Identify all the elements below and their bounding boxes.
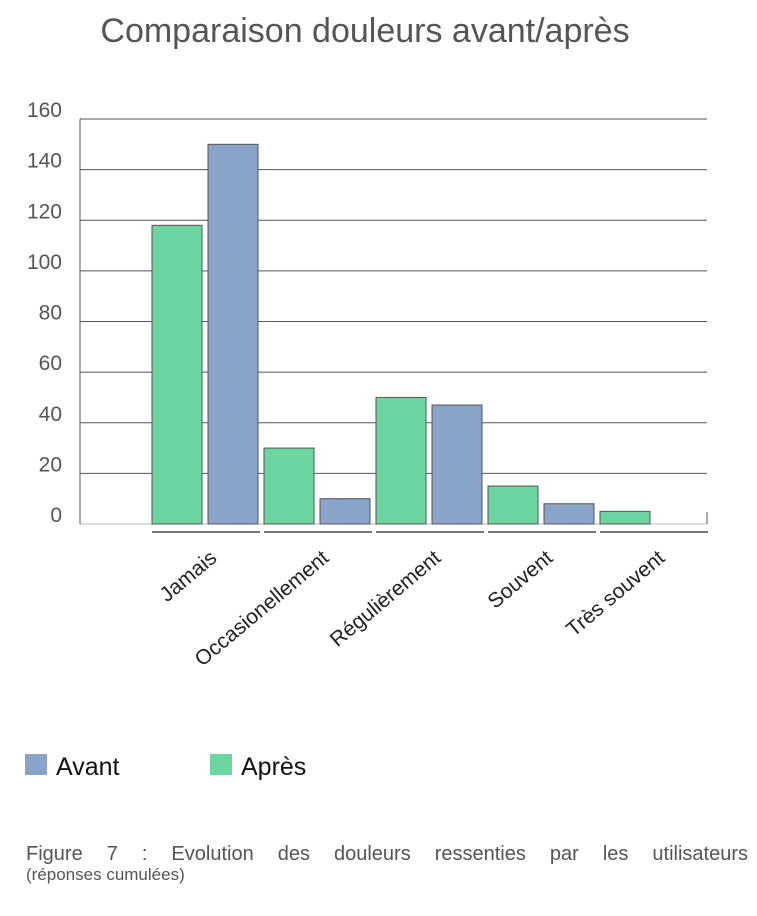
legend-label-avant: Avant: [56, 753, 120, 781]
bar-avant-2: [431, 404, 483, 525]
x-tick-label: Souvent: [483, 546, 557, 613]
y-tick-label: 160: [27, 99, 62, 122]
bar-avant-1: [319, 498, 371, 525]
legend-label-apres: Après: [241, 753, 306, 781]
y-tick-label: 120: [27, 200, 62, 223]
y-tick-label: 80: [39, 302, 62, 325]
bar-avant-3: [543, 503, 595, 525]
y-tick-label: 140: [27, 150, 62, 173]
legend-swatch-apres: [210, 754, 232, 775]
y-tick-label: 60: [39, 352, 62, 375]
y-axis-ticks: 0 20 40 60 80 100 120 140 160: [27, 99, 62, 527]
y-tick-label: 100: [27, 251, 62, 274]
bar-apres-2: [375, 396, 427, 525]
bar-apres-1: [263, 447, 315, 525]
bar-chart: Comparaison douleurs avant/après 0 20 40 60…: [25, 12, 708, 781]
caption-line-2: (réponses cumulées): [26, 865, 185, 884]
bars: [151, 143, 651, 525]
y-tick-label: 20: [39, 453, 62, 476]
bar-apres-3: [487, 485, 539, 525]
x-tick-label: Régulièrement: [326, 546, 446, 652]
bar-apres-4: [599, 510, 651, 525]
y-tick-label: 40: [39, 403, 62, 426]
x-tick-label: Jamais: [155, 546, 221, 606]
caption-line-1: Figure 7 : Evolution des douleurs ressen…: [26, 843, 748, 865]
bar-apres-0: [151, 224, 203, 525]
legend: Avant Après: [25, 753, 306, 781]
figure-caption: Figure 7 : Evolution des douleurs ressen…: [26, 843, 748, 885]
chart-title: Comparaison douleurs avant/après: [100, 12, 629, 50]
y-tick-label: 0: [50, 504, 62, 527]
x-tick-label: Très souvent: [562, 546, 669, 641]
legend-swatch-avant: [25, 754, 47, 775]
bar-avant-0: [207, 143, 259, 525]
